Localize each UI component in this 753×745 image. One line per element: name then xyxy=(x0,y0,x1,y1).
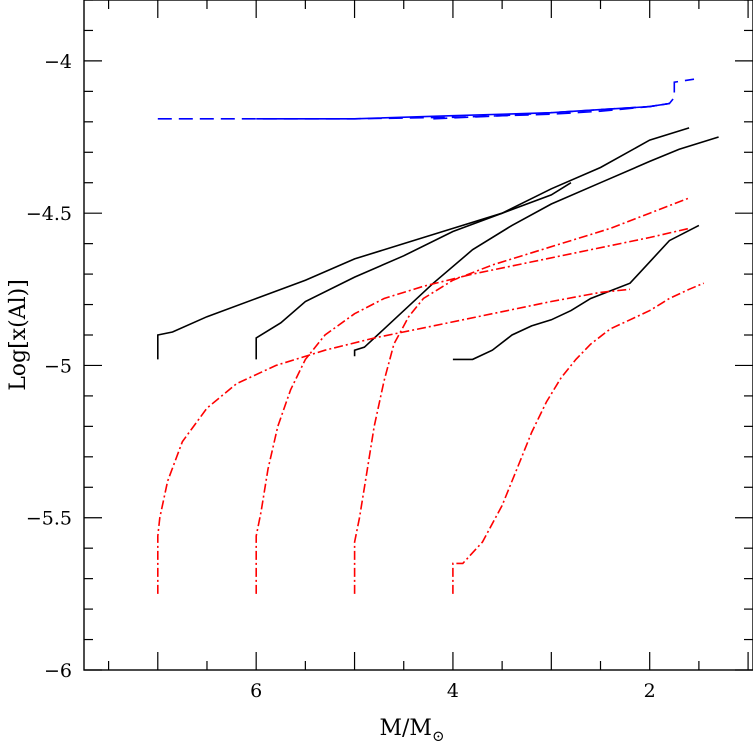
x-tick-label: 2 xyxy=(644,680,656,702)
series-line-8 xyxy=(255,227,690,594)
series-line-4 xyxy=(255,182,572,360)
y-axis-title: Log[x(Al)] xyxy=(6,279,31,391)
y-tick-label: −4 xyxy=(44,51,72,73)
series-line-7 xyxy=(157,288,631,594)
series-line-0 xyxy=(157,78,695,120)
axis-ticks xyxy=(84,0,753,671)
y-tick-label: −4.5 xyxy=(26,203,72,225)
y-tick-label: −5 xyxy=(44,355,72,377)
series-line-10 xyxy=(452,282,705,594)
axis-tick-labels: 6 4 2 −4 −4.5 −5 −5.5 −6 xyxy=(26,51,656,702)
series-line-2 xyxy=(433,102,670,120)
series-line-9 xyxy=(353,197,690,594)
series-line-5 xyxy=(353,136,719,357)
plot-frame xyxy=(83,0,753,671)
x-tick-label: 4 xyxy=(447,680,459,702)
x-axis-title-subscript: ⊙ xyxy=(432,727,445,745)
plot-lines xyxy=(157,78,719,594)
y-tick-label: −6 xyxy=(44,660,72,682)
y-tick-label: −5.5 xyxy=(26,508,72,530)
x-axis-title: M/M⊙ xyxy=(379,716,444,745)
series-line-6 xyxy=(452,224,700,361)
x-tick-label: 6 xyxy=(250,680,262,702)
series-line-3 xyxy=(157,127,690,360)
